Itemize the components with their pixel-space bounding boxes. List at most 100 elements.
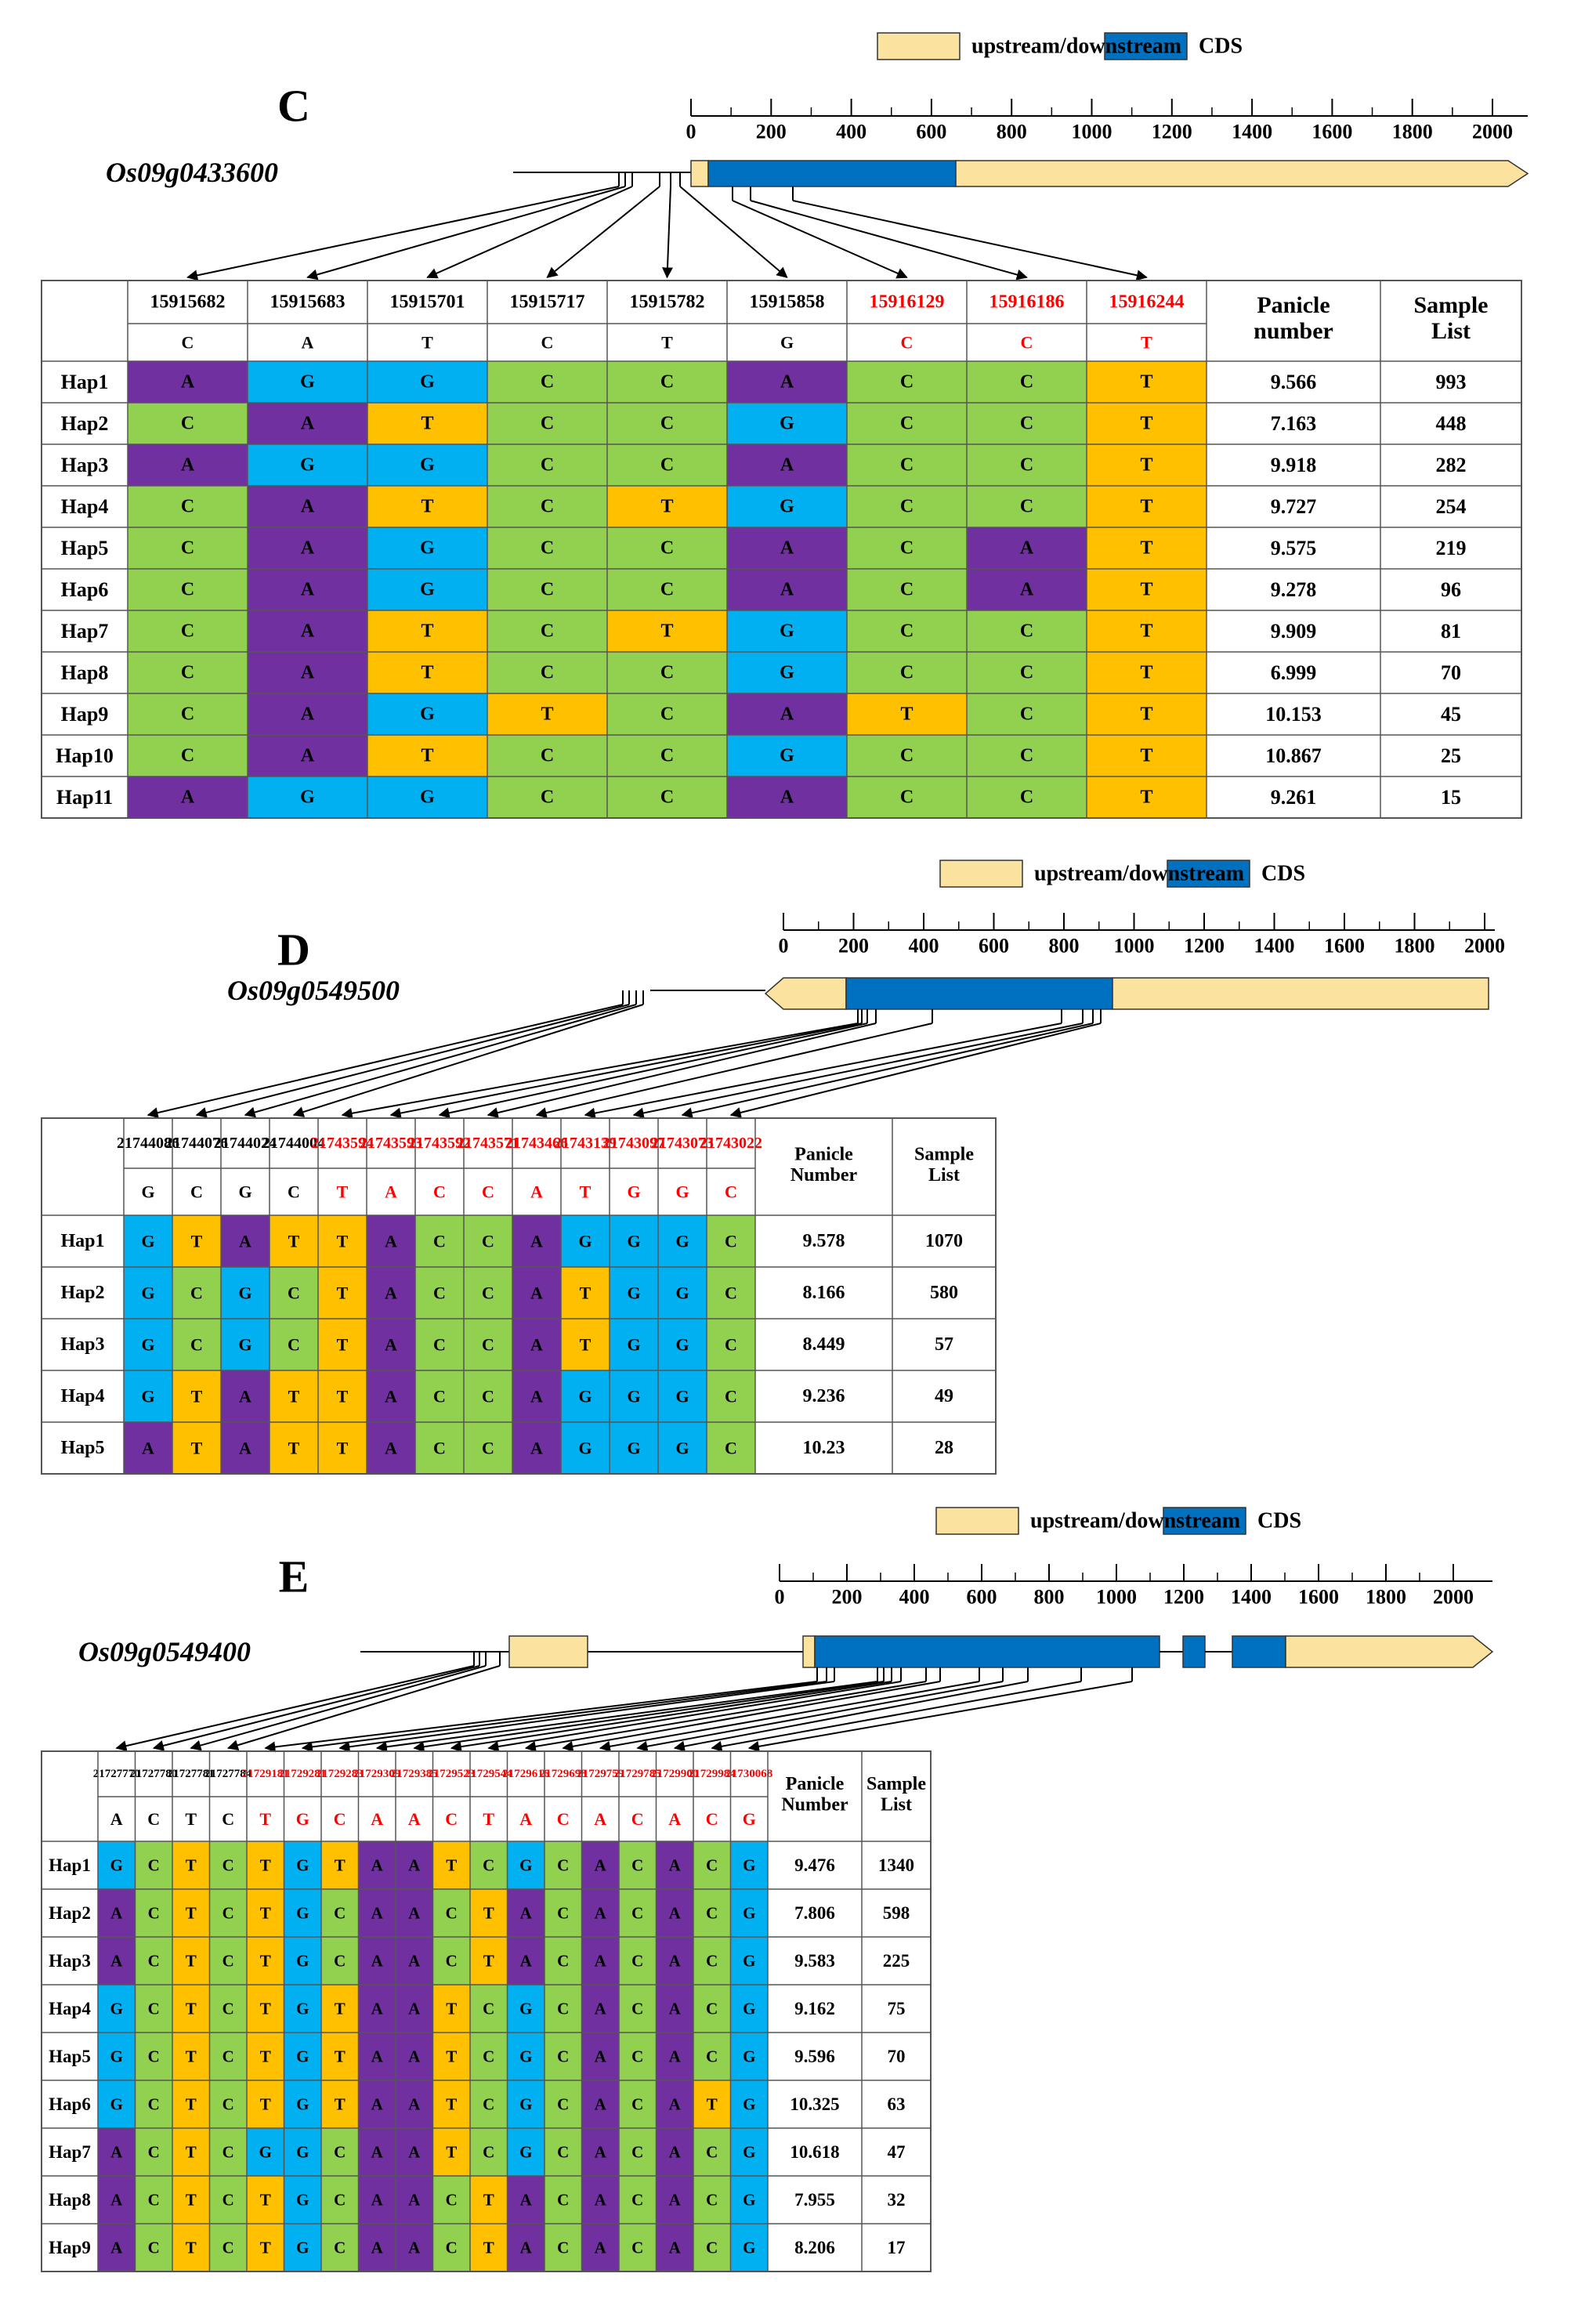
allele-label: T (288, 1387, 300, 1406)
allele-label: A (385, 1283, 397, 1303)
allele-label: G (141, 1232, 154, 1251)
snp-arrow (450, 1681, 892, 1753)
allele-label: C (631, 2143, 643, 2162)
allele-cell (415, 1370, 464, 1422)
hap-name: Hap10 (56, 744, 114, 767)
allele-cell (847, 527, 967, 569)
allele-cell (396, 1889, 433, 1937)
snp-position: 21743022 (700, 1135, 762, 1152)
panicle-value: 9.236 (803, 1386, 845, 1406)
allele-label: C (541, 621, 554, 642)
allele-cell (98, 2080, 136, 2128)
allele-label: C (222, 1904, 234, 1923)
allele-cell (470, 1985, 508, 2033)
snp-arrow (375, 1681, 878, 1753)
allele-cell (98, 1841, 136, 1889)
allele-label: A (110, 1952, 123, 1971)
ref-allele: C (557, 1809, 570, 1829)
allele-cell (730, 2033, 768, 2080)
hap-name: Hap5 (49, 2047, 91, 2066)
cds-block (1182, 1635, 1206, 1668)
snp-arrow (729, 1023, 1102, 1118)
snp-arrow (661, 186, 673, 279)
allele-cell (318, 1370, 367, 1422)
panicle-number-header: Panicle Number (790, 1145, 858, 1186)
allele-cell (847, 693, 967, 735)
snp-arrow (195, 1004, 630, 1118)
allele-cell (847, 403, 967, 444)
allele-cell (1087, 610, 1207, 652)
allele-cell (727, 403, 847, 444)
hap-name: Hap8 (61, 661, 109, 684)
legend-utr-label: upstream/downstream (1030, 1509, 1240, 1533)
allele-label: A (669, 2143, 682, 2162)
allele-label: A (1020, 538, 1034, 559)
allele-label: G (675, 1439, 689, 1458)
allele-cell (507, 2176, 544, 2224)
allele-label: A (371, 2239, 384, 2257)
panicle-value: 9.909 (1271, 620, 1317, 643)
allele-label: T (1140, 746, 1152, 766)
snp-position: 15916129 (870, 292, 945, 313)
scale-tick-label: 1400 (1231, 1586, 1272, 1609)
allele-label: T (260, 2239, 271, 2257)
snp-arrow (438, 1023, 868, 1119)
snp-position: 21743594 (311, 1135, 374, 1152)
scale-tick-label: 1200 (1184, 935, 1225, 957)
allele-cell (209, 2080, 247, 2128)
scale-tick-label: 1200 (1152, 121, 1192, 143)
allele-label: A (371, 2191, 384, 2210)
allele-cell (544, 1937, 582, 1985)
allele-cell (321, 1889, 359, 1937)
allele-label: C (222, 1952, 234, 1971)
allele-label: G (420, 787, 435, 808)
allele-label: C (148, 2000, 160, 2018)
allele-cell (128, 735, 248, 776)
allele-label: T (337, 1232, 349, 1251)
allele-cell (464, 1422, 512, 1474)
allele-label: G (296, 1904, 309, 1923)
allele-cell (487, 610, 607, 652)
allele-cell (247, 2176, 284, 2224)
allele-cell (358, 1841, 396, 1889)
allele-cell (619, 2080, 657, 2128)
snp-arrow (292, 1004, 644, 1117)
allele-label: A (520, 2191, 533, 2210)
scale-tick-label: 800 (1034, 1586, 1065, 1609)
allele-cell (512, 1215, 561, 1267)
panicle-value: 10.153 (1265, 703, 1322, 726)
allele-cell (581, 2176, 619, 2224)
allele-label: C (483, 1856, 494, 1875)
allele-cell (209, 2128, 247, 2176)
allele-label: G (238, 1283, 251, 1303)
allele-cell (367, 652, 487, 693)
allele-cell (270, 1319, 318, 1370)
scale-tick-label: 800 (997, 121, 1027, 143)
snp-arrow (190, 1665, 487, 1751)
allele-cell (658, 1370, 707, 1422)
allele-cell (284, 2176, 321, 2224)
allele-label: G (110, 2000, 123, 2018)
allele-cell (464, 1267, 512, 1319)
allele-cell (730, 2128, 768, 2176)
hap-name: Hap3 (49, 1951, 91, 1971)
allele-cell (284, 2224, 321, 2272)
allele-cell (581, 1985, 619, 2033)
allele-cell (248, 486, 367, 527)
allele-label: G (519, 2047, 532, 2066)
sample-count: 32 (888, 2190, 906, 2210)
allele-label: G (743, 1904, 755, 1923)
allele-cell (358, 2033, 396, 2080)
allele-cell (487, 444, 607, 486)
allele-label: C (706, 2047, 718, 2066)
allele-label: A (530, 1439, 543, 1458)
ref-allele: C (182, 333, 194, 353)
allele-label: C (706, 2143, 718, 2162)
snp-position: 21743571 (457, 1135, 519, 1152)
allele-cell (607, 486, 727, 527)
allele-cell (727, 610, 847, 652)
allele-label: T (483, 1904, 494, 1923)
allele-cell (607, 776, 727, 818)
sample-count: 70 (888, 2047, 906, 2066)
allele-label: G (300, 455, 315, 476)
